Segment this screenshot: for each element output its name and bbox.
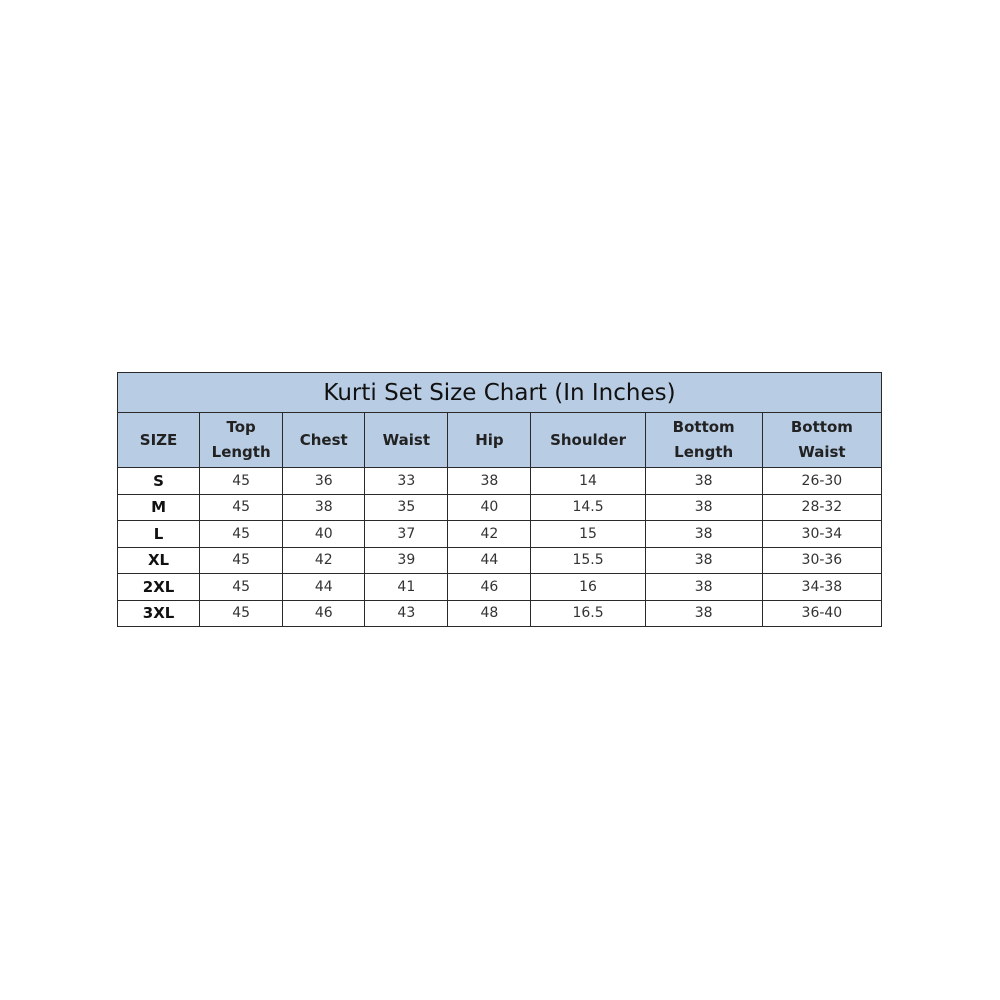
size-label: XL: [116, 546, 201, 574]
table-cell: 44: [282, 573, 366, 601]
column-header: Bottom Waist: [761, 412, 883, 468]
size-label: 2XL: [116, 573, 201, 601]
table-cell: 14: [530, 467, 646, 495]
table-cell: 16.5: [530, 599, 646, 627]
table-cell: 36-40: [761, 599, 883, 627]
table-cell: 15: [530, 520, 646, 548]
table-cell: 45: [199, 546, 284, 574]
column-header: Shoulder: [530, 412, 646, 468]
table-cell: 39: [364, 546, 449, 574]
table-cell: 38: [644, 546, 763, 574]
table-cell: 37: [364, 520, 449, 548]
table-title: Kurti Set Size Chart (In Inches): [117, 372, 882, 413]
size-label: M: [116, 493, 201, 521]
size-label: L: [116, 520, 201, 548]
table-cell: 45: [199, 599, 284, 627]
table-cell: 44: [447, 546, 532, 574]
table-cell: 16: [530, 573, 646, 601]
table-cell: 38: [644, 467, 763, 495]
table-cell: 34-38: [761, 573, 883, 601]
table-cell: 45: [199, 520, 284, 548]
size-chart-table: Kurti Set Size Chart (In Inches) SIZE Top…: [116, 372, 883, 627]
table-cell: 28-32: [761, 493, 883, 521]
table-cell: 42: [447, 520, 532, 548]
table-cell: 45: [199, 493, 284, 521]
table-row: XL 45 42 39 44 15.5 38 30-36: [116, 546, 883, 574]
table-cell: 48: [447, 599, 532, 627]
table-row: L 45 40 37 42 15 38 30-34: [116, 520, 883, 548]
table-cell: 38: [644, 599, 763, 627]
column-header: Top Length: [199, 412, 284, 468]
table-cell: 38: [644, 573, 763, 601]
table-cell: 38: [644, 520, 763, 548]
table-cell: 33: [364, 467, 449, 495]
size-label: S: [116, 467, 201, 495]
table-cell: 42: [282, 546, 366, 574]
table-cell: 43: [364, 599, 449, 627]
table-cell: 14.5: [530, 493, 646, 521]
header-row: SIZE Top Length Chest Waist Hip Shoulder Bottom…: [116, 412, 883, 468]
table-cell: 30-34: [761, 520, 883, 548]
table-cell: 40: [447, 493, 532, 521]
table-cell: 26-30: [761, 467, 883, 495]
table-cell: 35: [364, 493, 449, 521]
table-cell: 46: [447, 573, 532, 601]
column-header: Chest: [282, 412, 366, 468]
table-cell: 38: [282, 493, 366, 521]
column-header: Waist: [364, 412, 449, 468]
table-row: S 45 36 33 38 14 38 26-30: [116, 467, 883, 495]
table-cell: 15.5: [530, 546, 646, 574]
table-row: 2XL 45 44 41 46 16 38 34-38: [116, 573, 883, 601]
table-cell: 46: [282, 599, 366, 627]
table-cell: 38: [447, 467, 532, 495]
table-cell: 36: [282, 467, 366, 495]
table-row: M 45 38 35 40 14.5 38 28-32: [116, 493, 883, 521]
size-label: 3XL: [116, 599, 201, 627]
column-header: SIZE: [116, 412, 201, 468]
table-cell: 38: [644, 493, 763, 521]
table-cell: 40: [282, 520, 366, 548]
table-cell: 45: [199, 573, 284, 601]
table-cell: 45: [199, 467, 284, 495]
column-header: Hip: [447, 412, 532, 468]
table-cell: 41: [364, 573, 449, 601]
table-row: 3XL 45 46 43 48 16.5 38 36-40: [116, 599, 883, 627]
table-cell: 30-36: [761, 546, 883, 574]
column-header: Bottom Length: [644, 412, 763, 468]
